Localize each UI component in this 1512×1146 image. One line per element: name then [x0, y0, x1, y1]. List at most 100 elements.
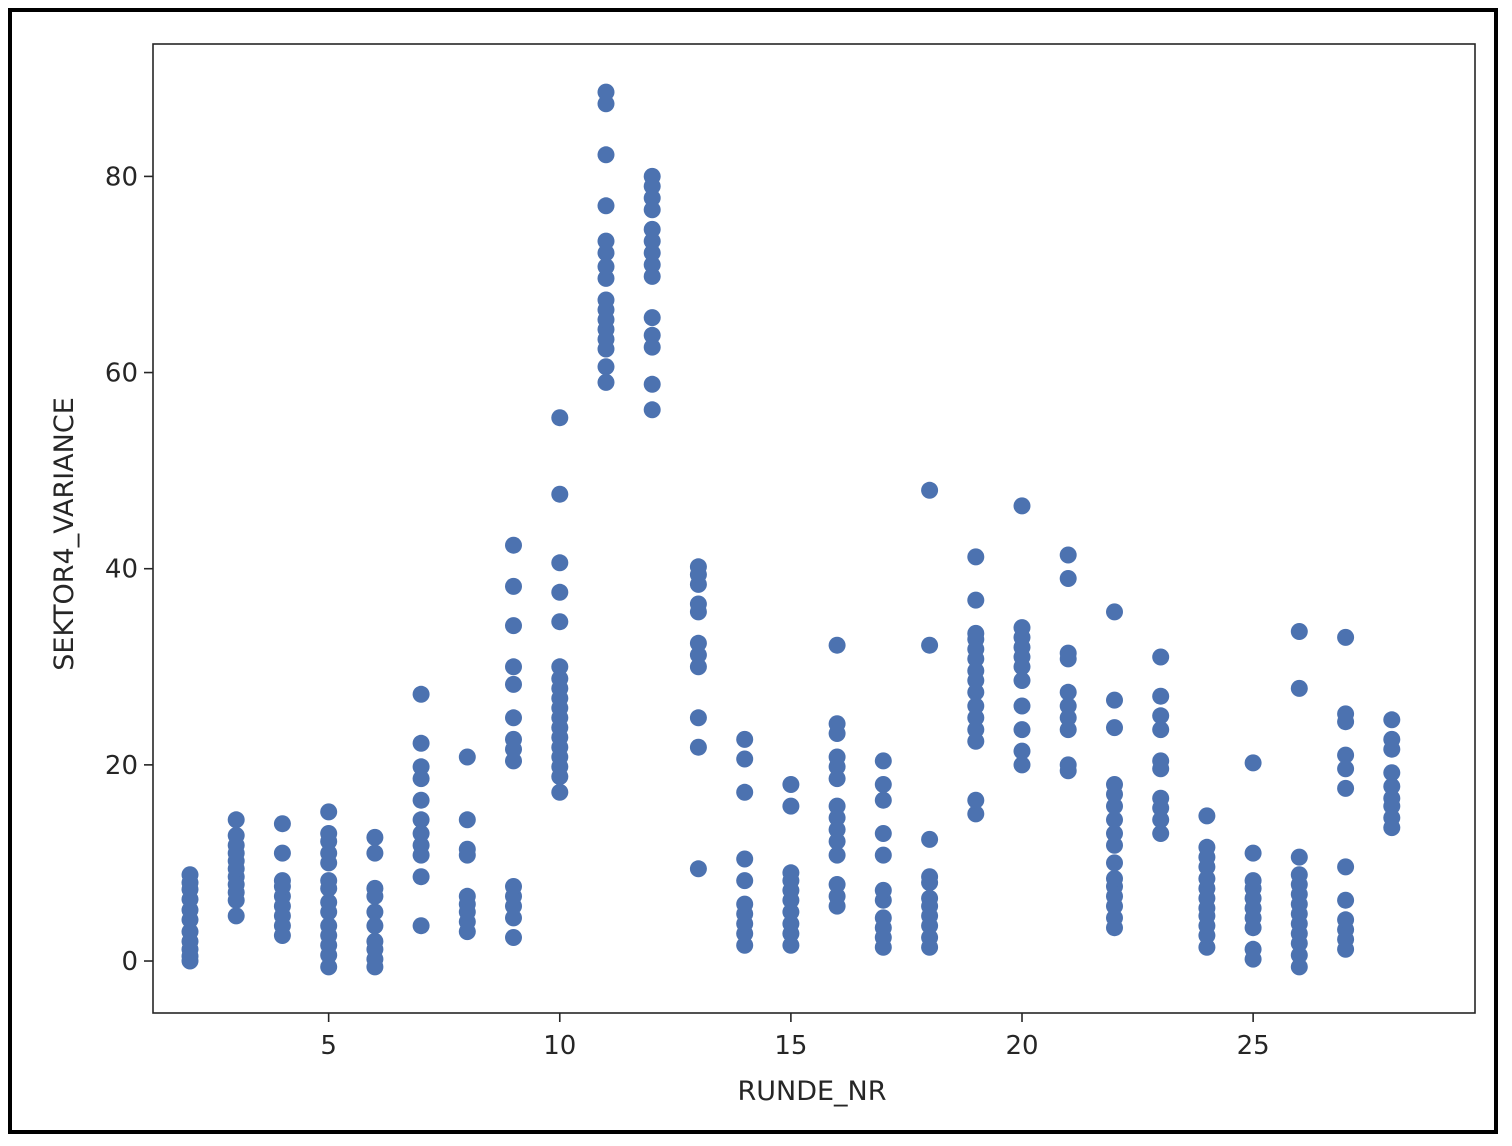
y-tick-label: 40 [105, 555, 138, 585]
data-point [505, 752, 522, 770]
data-point [1290, 679, 1308, 697]
data-point [689, 646, 707, 664]
data-point [689, 738, 707, 756]
data-point [689, 658, 707, 676]
data-point [1198, 838, 1216, 856]
data-point [1152, 752, 1170, 770]
data-point [320, 893, 338, 911]
data-point [412, 811, 430, 829]
data-point [967, 683, 985, 701]
data-point [643, 338, 661, 356]
data-point [1013, 721, 1031, 739]
data-point [1383, 777, 1401, 795]
data-point [505, 730, 522, 748]
data-point [320, 844, 338, 862]
x-tick-label: 20 [1005, 1031, 1038, 1061]
data-point [412, 758, 430, 776]
data-point [273, 872, 291, 890]
data-point [967, 709, 985, 727]
data-point [1383, 730, 1401, 748]
data-point [597, 269, 615, 287]
data-point [1013, 742, 1031, 760]
data-point [1337, 746, 1355, 764]
data-point [412, 868, 430, 886]
data-point [921, 830, 939, 848]
data-point [1106, 811, 1123, 829]
data-point [643, 244, 661, 262]
data-point [597, 83, 615, 101]
data-point [1013, 497, 1031, 515]
data-point [782, 776, 800, 793]
data-point [1152, 721, 1170, 739]
data-point [1013, 697, 1031, 715]
data-point [1244, 940, 1262, 958]
data-point [181, 866, 199, 884]
data-point [320, 803, 338, 821]
data-point [1337, 779, 1355, 797]
data-point [1152, 825, 1170, 842]
x-axis: 5 10 15 20 25 [320, 1013, 1270, 1061]
data-point [689, 595, 707, 613]
data-point [366, 844, 384, 862]
data-point [1383, 809, 1401, 827]
data-point [1059, 644, 1077, 662]
data-point [227, 827, 245, 844]
data-point [1152, 811, 1170, 829]
data-point [689, 709, 707, 727]
data-point [921, 636, 939, 654]
data-point [320, 872, 338, 890]
data-point [551, 613, 569, 631]
data-point [782, 864, 800, 882]
data-point [458, 748, 476, 766]
y-tick-label: 0 [121, 947, 138, 977]
data-point [1059, 570, 1077, 587]
data-point [874, 825, 892, 842]
data-point [551, 409, 569, 427]
data-point [828, 797, 846, 815]
data-point [320, 917, 338, 935]
data-point [1152, 687, 1170, 705]
data-point [921, 481, 939, 499]
data-point [643, 326, 661, 344]
data-point [366, 828, 384, 846]
data-point [1337, 705, 1355, 723]
x-tick-label: 15 [774, 1031, 807, 1061]
data-point [227, 811, 245, 829]
data-point [967, 591, 985, 609]
data-point [1106, 719, 1123, 737]
data-point [967, 548, 985, 566]
data-point [412, 770, 430, 788]
data-point [505, 675, 522, 693]
data-point [921, 889, 939, 907]
data-point [551, 783, 569, 801]
data-point [1106, 870, 1123, 888]
data-point [1198, 870, 1216, 888]
data-point [1106, 691, 1123, 709]
data-point [874, 752, 892, 770]
data-point [597, 232, 615, 250]
data-point [1152, 707, 1170, 725]
data-point [1059, 546, 1077, 564]
data-point [1059, 697, 1077, 715]
data-point [551, 658, 569, 676]
data-point [736, 783, 754, 801]
data-point [967, 721, 985, 739]
data-point [828, 846, 846, 864]
data-point [782, 797, 800, 815]
data-point [782, 936, 800, 954]
data-point [1290, 946, 1308, 964]
data-point [181, 923, 199, 941]
data-point [551, 554, 569, 572]
data-point [1152, 648, 1170, 666]
data-point [412, 917, 430, 935]
data-point [505, 878, 522, 895]
data-point [1383, 789, 1401, 807]
data-point [1337, 760, 1355, 778]
data-point [643, 220, 661, 238]
data-point [967, 662, 985, 680]
data-point [1290, 866, 1308, 884]
data-point [1059, 756, 1077, 774]
data-point [1244, 754, 1262, 772]
data-point [505, 577, 522, 595]
data-point [597, 146, 615, 164]
